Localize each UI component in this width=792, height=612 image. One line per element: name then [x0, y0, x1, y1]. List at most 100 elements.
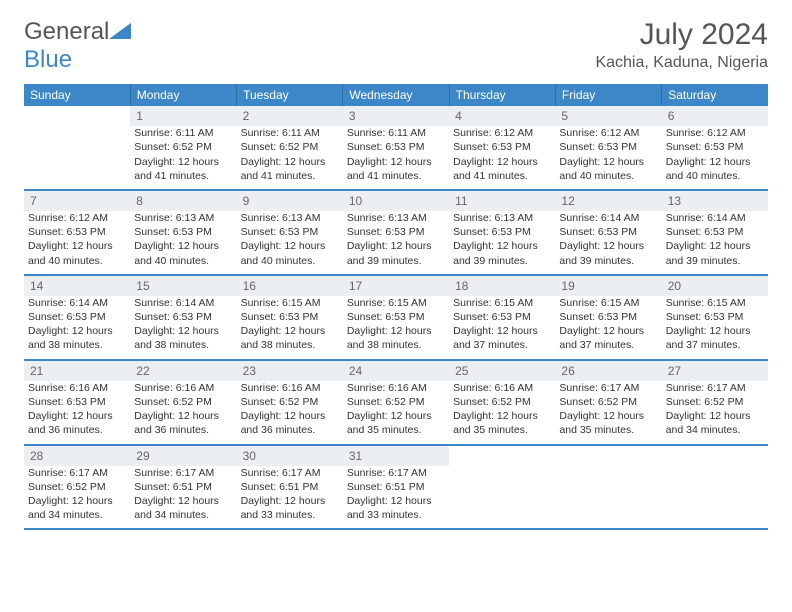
daylight-line-1: Daylight: 12 hours [559, 239, 657, 253]
sunset-line: Sunset: 6:53 PM [453, 225, 551, 239]
page-title: July 2024 [595, 18, 768, 52]
sunrise-line: Sunrise: 6:16 AM [347, 381, 445, 395]
daylight-line-2: and 38 minutes. [28, 338, 126, 352]
daylight-line-1: Daylight: 12 hours [241, 409, 339, 423]
day-number-cell [555, 445, 661, 466]
day-cell: Sunrise: 6:15 AMSunset: 6:53 PMDaylight:… [662, 296, 768, 360]
day-number-cell: 10 [343, 190, 449, 211]
sunset-line: Sunset: 6:52 PM [453, 395, 551, 409]
sunrise-line: Sunrise: 6:13 AM [241, 211, 339, 225]
daylight-line-1: Daylight: 12 hours [453, 324, 551, 338]
logo-text-2: Blue [24, 46, 72, 73]
sunset-line: Sunset: 6:52 PM [666, 395, 764, 409]
daylight-line-1: Daylight: 12 hours [347, 494, 445, 508]
day-number-cell: 20 [662, 275, 768, 296]
sunrise-line: Sunrise: 6:11 AM [241, 126, 339, 140]
daylight-line-1: Daylight: 12 hours [134, 494, 232, 508]
day-number-cell: 31 [343, 445, 449, 466]
daylight-line-1: Daylight: 12 hours [666, 239, 764, 253]
daylight-line-1: Daylight: 12 hours [134, 324, 232, 338]
sunset-line: Sunset: 6:53 PM [347, 140, 445, 154]
day-header: Monday [130, 84, 236, 106]
day-number-cell [662, 445, 768, 466]
day-number-cell: 6 [662, 106, 768, 126]
day-number-cell: 8 [130, 190, 236, 211]
sunset-line: Sunset: 6:52 PM [241, 395, 339, 409]
day-header-row: SundayMondayTuesdayWednesdayThursdayFrid… [24, 84, 768, 106]
week-row: Sunrise: 6:16 AMSunset: 6:53 PMDaylight:… [24, 381, 768, 445]
sunset-line: Sunset: 6:53 PM [666, 140, 764, 154]
sunset-line: Sunset: 6:51 PM [347, 480, 445, 494]
day-cell: Sunrise: 6:17 AMSunset: 6:51 PMDaylight:… [343, 466, 449, 530]
daylight-line-2: and 41 minutes. [453, 169, 551, 183]
daylight-line-1: Daylight: 12 hours [134, 239, 232, 253]
daylight-line-1: Daylight: 12 hours [347, 409, 445, 423]
sunrise-line: Sunrise: 6:13 AM [453, 211, 551, 225]
sunrise-line: Sunrise: 6:11 AM [134, 126, 232, 140]
logo-triangle-icon [109, 23, 131, 39]
sunset-line: Sunset: 6:52 PM [347, 395, 445, 409]
sunrise-line: Sunrise: 6:12 AM [28, 211, 126, 225]
day-cell: Sunrise: 6:15 AMSunset: 6:53 PMDaylight:… [449, 296, 555, 360]
logo: General Blue [24, 18, 131, 74]
day-cell [449, 466, 555, 530]
day-header: Friday [555, 84, 661, 106]
sunset-line: Sunset: 6:53 PM [134, 225, 232, 239]
daylight-line-2: and 38 minutes. [347, 338, 445, 352]
sunrise-line: Sunrise: 6:11 AM [347, 126, 445, 140]
location-text: Kachia, Kaduna, Nigeria [595, 54, 768, 72]
sunrise-line: Sunrise: 6:16 AM [453, 381, 551, 395]
sunrise-line: Sunrise: 6:15 AM [241, 296, 339, 310]
daylight-line-1: Daylight: 12 hours [134, 409, 232, 423]
sunrise-line: Sunrise: 6:16 AM [241, 381, 339, 395]
sunset-line: Sunset: 6:52 PM [28, 480, 126, 494]
day-cell [24, 126, 130, 190]
sunrise-line: Sunrise: 6:15 AM [453, 296, 551, 310]
day-number-cell: 30 [237, 445, 343, 466]
day-cell [555, 466, 661, 530]
sunset-line: Sunset: 6:53 PM [28, 225, 126, 239]
sunrise-line: Sunrise: 6:17 AM [241, 466, 339, 480]
day-number-cell: 3 [343, 106, 449, 126]
sunrise-line: Sunrise: 6:13 AM [347, 211, 445, 225]
daylight-line-1: Daylight: 12 hours [28, 324, 126, 338]
day-header: Sunday [24, 84, 130, 106]
day-cell: Sunrise: 6:11 AMSunset: 6:52 PMDaylight:… [237, 126, 343, 190]
day-cell: Sunrise: 6:17 AMSunset: 6:51 PMDaylight:… [130, 466, 236, 530]
day-cell: Sunrise: 6:15 AMSunset: 6:53 PMDaylight:… [237, 296, 343, 360]
day-cell: Sunrise: 6:17 AMSunset: 6:52 PMDaylight:… [662, 381, 768, 445]
day-number-cell: 27 [662, 360, 768, 381]
week-row: Sunrise: 6:14 AMSunset: 6:53 PMDaylight:… [24, 296, 768, 360]
day-number-cell: 4 [449, 106, 555, 126]
sunrise-line: Sunrise: 6:17 AM [28, 466, 126, 480]
sunrise-line: Sunrise: 6:15 AM [666, 296, 764, 310]
daylight-line-2: and 36 minutes. [241, 423, 339, 437]
day-number-cell: 9 [237, 190, 343, 211]
day-number-cell: 28 [24, 445, 130, 466]
day-number-cell: 1 [130, 106, 236, 126]
day-number-cell: 18 [449, 275, 555, 296]
daylight-line-2: and 34 minutes. [666, 423, 764, 437]
day-cell: Sunrise: 6:16 AMSunset: 6:53 PMDaylight:… [24, 381, 130, 445]
day-number-cell: 2 [237, 106, 343, 126]
daylight-line-2: and 40 minutes. [241, 254, 339, 268]
sunrise-line: Sunrise: 6:17 AM [134, 466, 232, 480]
day-number-cell: 21 [24, 360, 130, 381]
day-number-cell: 29 [130, 445, 236, 466]
day-number-cell: 19 [555, 275, 661, 296]
daylight-line-2: and 40 minutes. [134, 254, 232, 268]
daylight-line-1: Daylight: 12 hours [453, 409, 551, 423]
sunset-line: Sunset: 6:51 PM [241, 480, 339, 494]
sunrise-line: Sunrise: 6:16 AM [28, 381, 126, 395]
daylight-line-2: and 40 minutes. [28, 254, 126, 268]
daylight-line-2: and 38 minutes. [134, 338, 232, 352]
daylight-line-2: and 33 minutes. [347, 508, 445, 522]
day-cell: Sunrise: 6:12 AMSunset: 6:53 PMDaylight:… [555, 126, 661, 190]
day-cell: Sunrise: 6:13 AMSunset: 6:53 PMDaylight:… [130, 211, 236, 275]
daylight-line-1: Daylight: 12 hours [241, 155, 339, 169]
daylight-line-1: Daylight: 12 hours [347, 155, 445, 169]
day-number-cell [449, 445, 555, 466]
daylight-line-1: Daylight: 12 hours [241, 494, 339, 508]
day-number-cell: 12 [555, 190, 661, 211]
sunset-line: Sunset: 6:53 PM [28, 310, 126, 324]
